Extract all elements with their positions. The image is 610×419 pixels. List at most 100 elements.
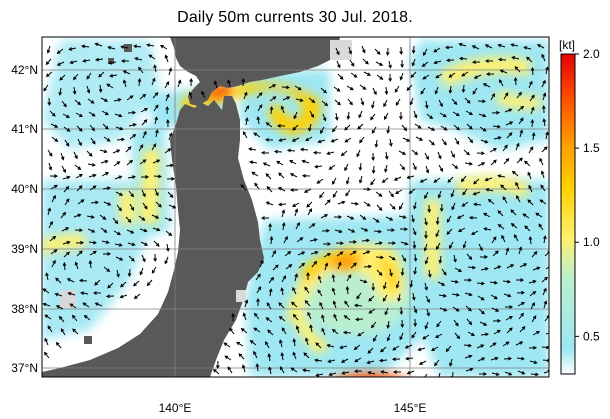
current-arrow: [468, 215, 478, 220]
current-arrow: [528, 345, 538, 350]
current-arrow: [279, 366, 285, 374]
current-arrow: [82, 59, 91, 63]
current-arrow: [316, 178, 324, 184]
current-arrow: [545, 66, 549, 75]
current-arrow: [458, 42, 467, 47]
current-arrow: [490, 356, 499, 361]
current-arrow: [502, 196, 508, 204]
current-arrow: [477, 357, 486, 362]
current-arrow: [518, 246, 523, 255]
current-arrow: [272, 264, 279, 271]
current-arrow: [450, 189, 455, 198]
current-arrow: [409, 279, 414, 288]
current-arrow: [527, 171, 532, 180]
current-arrow: [82, 302, 90, 308]
current-arrow: [423, 48, 428, 57]
current-arrow: [437, 372, 441, 377]
current-arrow: [415, 136, 424, 141]
current-arrow: [271, 250, 276, 258]
current-arrow: [516, 157, 523, 164]
current-arrow: [540, 184, 546, 192]
current-arrow: [450, 371, 455, 377]
current-arrow: [297, 251, 306, 256]
current-arrow: [62, 175, 71, 180]
current-arrow: [490, 159, 497, 166]
current-arrow: [141, 254, 146, 263]
current-arrow: [128, 255, 135, 262]
current-arrow: [137, 77, 142, 87]
lat-label: 41°N: [11, 122, 38, 136]
current-arrow: [43, 351, 50, 359]
current-arrow: [90, 137, 96, 145]
current-arrow: [419, 178, 428, 183]
current-arrow: [427, 126, 436, 131]
current-arrow: [359, 136, 365, 144]
current-arrow: [129, 133, 137, 140]
current-arrow: [115, 126, 124, 131]
current-arrow: [76, 185, 83, 192]
current-arrow: [392, 370, 401, 374]
current-arrow: [276, 123, 286, 128]
current-arrow: [278, 315, 286, 322]
current-arrow: [413, 266, 417, 275]
current-arrow: [50, 123, 59, 128]
current-arrow: [238, 353, 245, 360]
current-arrow: [86, 85, 91, 94]
current-arrow: [260, 216, 270, 220]
current-arrow: [424, 256, 429, 265]
current-arrow: [128, 190, 134, 198]
current-arrow: [112, 149, 121, 154]
current-arrow: [350, 262, 357, 269]
current-arrow: [438, 255, 443, 264]
current-arrow: [426, 308, 431, 317]
current-arrow: [503, 356, 513, 361]
current-arrow: [445, 345, 452, 353]
current-arrow: [292, 313, 299, 321]
current-arrow: [331, 287, 336, 296]
current-arrow: [167, 191, 174, 198]
current-arrow: [438, 99, 443, 108]
current-arrow: [277, 202, 287, 207]
current-arrow: [280, 287, 284, 296]
current-arrow: [345, 189, 351, 197]
current-arrow: [478, 308, 485, 315]
current-arrow: [276, 160, 284, 166]
current-arrow: [465, 305, 472, 312]
current-arrow: [427, 204, 432, 214]
current-arrow: [240, 184, 247, 191]
current-arrow: [514, 66, 521, 73]
current-arrow: [153, 104, 159, 112]
current-arrow: [368, 308, 376, 314]
current-arrow: [116, 204, 122, 212]
current-arrow: [478, 113, 487, 118]
current-arrow: [289, 159, 297, 165]
current-arrow: [56, 48, 64, 55]
current-arrow: [46, 45, 51, 54]
current-arrow: [249, 160, 258, 165]
current-arrow: [244, 105, 250, 113]
current-arrow: [519, 129, 524, 138]
current-arrow: [462, 188, 468, 196]
current-arrow: [510, 209, 517, 216]
current-arrow: [515, 142, 520, 151]
current-arrow: [367, 347, 374, 354]
current-arrow: [448, 241, 454, 250]
current-arrow: [421, 61, 429, 67]
colorbar-unit: [kt]: [559, 38, 575, 52]
current-arrow: [493, 329, 501, 335]
current-arrow: [394, 189, 403, 194]
current-arrow: [452, 111, 460, 117]
colorbar-tick-label: 1.5: [583, 141, 600, 155]
current-arrow: [385, 47, 390, 57]
current-arrow: [388, 190, 394, 198]
current-arrow: [278, 138, 287, 142]
current-arrow: [413, 253, 418, 262]
current-arrow: [331, 328, 339, 335]
current-arrow: [113, 230, 122, 236]
current-arrow: [399, 163, 406, 171]
current-arrow: [467, 136, 474, 144]
current-arrow: [168, 204, 177, 209]
current-arrow: [267, 329, 274, 336]
current-arrow: [319, 191, 325, 199]
current-arrow: [464, 97, 471, 104]
